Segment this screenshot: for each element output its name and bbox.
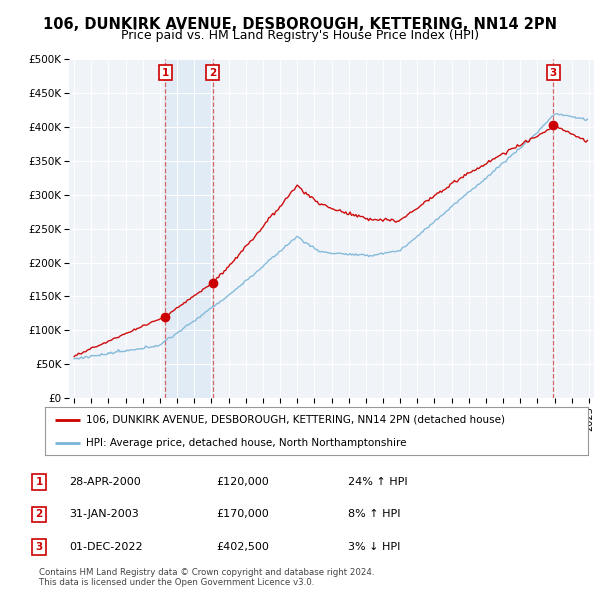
Text: Price paid vs. HM Land Registry's House Price Index (HPI): Price paid vs. HM Land Registry's House …: [121, 30, 479, 42]
Text: 3: 3: [35, 542, 43, 552]
Text: 1: 1: [35, 477, 43, 487]
Text: £170,000: £170,000: [216, 510, 269, 519]
Text: 01-DEC-2022: 01-DEC-2022: [69, 542, 143, 552]
Text: 1: 1: [162, 68, 169, 77]
Text: HPI: Average price, detached house, North Northamptonshire: HPI: Average price, detached house, Nort…: [86, 438, 406, 448]
Bar: [166, 59, 213, 398]
Text: £402,500: £402,500: [216, 542, 269, 552]
Text: 31-JAN-2003: 31-JAN-2003: [69, 510, 139, 519]
Text: 3: 3: [550, 68, 557, 77]
Text: 24% ↑ HPI: 24% ↑ HPI: [348, 477, 407, 487]
Text: £120,000: £120,000: [216, 477, 269, 487]
Text: 28-APR-2000: 28-APR-2000: [69, 477, 141, 487]
Text: 106, DUNKIRK AVENUE, DESBOROUGH, KETTERING, NN14 2PN (detached house): 106, DUNKIRK AVENUE, DESBOROUGH, KETTERI…: [86, 415, 505, 425]
Text: 106, DUNKIRK AVENUE, DESBOROUGH, KETTERING, NN14 2PN: 106, DUNKIRK AVENUE, DESBOROUGH, KETTERI…: [43, 17, 557, 31]
Text: 3% ↓ HPI: 3% ↓ HPI: [348, 542, 400, 552]
Text: 8% ↑ HPI: 8% ↑ HPI: [348, 510, 401, 519]
Text: 2: 2: [35, 510, 43, 519]
Text: Contains HM Land Registry data © Crown copyright and database right 2024.
This d: Contains HM Land Registry data © Crown c…: [39, 568, 374, 587]
Text: 2: 2: [209, 68, 217, 77]
